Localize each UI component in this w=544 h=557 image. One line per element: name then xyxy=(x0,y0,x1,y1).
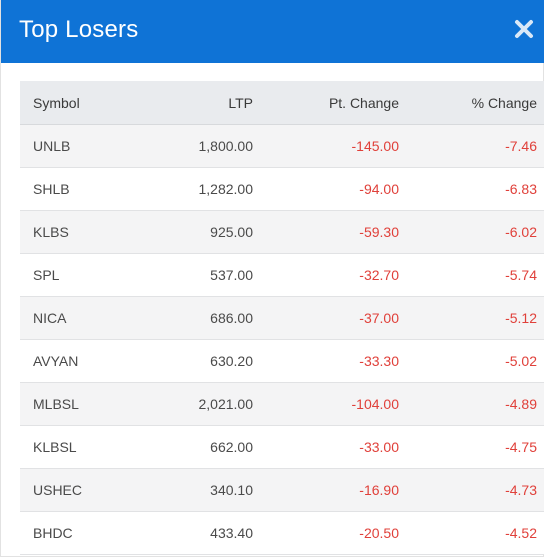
modal-header: Top Losers xyxy=(1,0,544,63)
cell-ltp: 340.10 xyxy=(138,468,253,512)
table-row[interactable]: MLBSL 2,021.00 -104.00 -4.89 xyxy=(20,382,544,426)
cell-symbol: KLBSL xyxy=(20,425,138,469)
cell-ltp: 2,021.00 xyxy=(138,382,253,426)
table-row[interactable]: KLBS 925.00 -59.30 -6.02 xyxy=(20,210,544,254)
cell-symbol: UNLB xyxy=(20,124,138,168)
losers-table-container: Symbol LTP Pt. Change % Change UNLB 1,80… xyxy=(20,81,544,555)
table-row[interactable]: AVYAN 630.20 -33.30 -5.02 xyxy=(20,339,544,383)
column-header-ltp[interactable]: LTP xyxy=(138,81,253,125)
cell-pct-change: -6.02 xyxy=(399,210,544,254)
table-header-row: Symbol LTP Pt. Change % Change xyxy=(20,81,544,125)
cell-pt-change: -37.00 xyxy=(253,296,399,340)
cell-pct-change: -7.46 xyxy=(399,124,544,168)
cell-pct-change: -4.89 xyxy=(399,382,544,426)
table-row[interactable]: NICA 686.00 -37.00 -5.12 xyxy=(20,296,544,340)
table-row[interactable]: KLBSL 662.00 -33.00 -4.75 xyxy=(20,425,544,469)
table-row[interactable]: USHEC 340.10 -16.90 -4.73 xyxy=(20,468,544,512)
cell-symbol: BHDC xyxy=(20,511,138,555)
cell-ltp: 662.00 xyxy=(138,425,253,469)
cell-pct-change: -5.74 xyxy=(399,253,544,297)
cell-pct-change: -4.52 xyxy=(399,511,544,555)
cell-symbol: SPL xyxy=(20,253,138,297)
cell-ltp: 1,800.00 xyxy=(138,124,253,168)
cell-symbol: USHEC xyxy=(20,468,138,512)
cell-ltp: 925.00 xyxy=(138,210,253,254)
cell-symbol: SHLB xyxy=(20,167,138,211)
table-row[interactable]: BHDC 433.40 -20.50 -4.52 xyxy=(20,511,544,555)
cell-pt-change: -16.90 xyxy=(253,468,399,512)
cell-pt-change: -33.00 xyxy=(253,425,399,469)
cell-pct-change: -5.02 xyxy=(399,339,544,383)
table-header: Symbol LTP Pt. Change % Change xyxy=(20,81,544,125)
column-header-symbol[interactable]: Symbol xyxy=(20,81,138,125)
cell-ltp: 433.40 xyxy=(138,511,253,555)
modal-title: Top Losers xyxy=(19,16,139,43)
cell-pct-change: -4.75 xyxy=(399,425,544,469)
column-header-pt-change[interactable]: Pt. Change xyxy=(253,81,399,125)
cell-pct-change: -6.83 xyxy=(399,167,544,211)
cell-symbol: MLBSL xyxy=(20,382,138,426)
close-icon[interactable] xyxy=(513,18,535,40)
table-row[interactable]: SHLB 1,282.00 -94.00 -6.83 xyxy=(20,167,544,211)
table-body: UNLB 1,800.00 -145.00 -7.46 SHLB 1,282.0… xyxy=(20,124,544,555)
table-row[interactable]: SPL 537.00 -32.70 -5.74 xyxy=(20,253,544,297)
column-header-pct-change[interactable]: % Change xyxy=(399,81,544,125)
cell-pt-change: -145.00 xyxy=(253,124,399,168)
cell-pt-change: -20.50 xyxy=(253,511,399,555)
cell-pct-change: -4.73 xyxy=(399,468,544,512)
close-icon-glyph xyxy=(515,20,533,38)
cell-pt-change: -32.70 xyxy=(253,253,399,297)
cell-ltp: 686.00 xyxy=(138,296,253,340)
cell-symbol: NICA xyxy=(20,296,138,340)
cell-symbol: AVYAN xyxy=(20,339,138,383)
cell-pt-change: -33.30 xyxy=(253,339,399,383)
cell-pt-change: -94.00 xyxy=(253,167,399,211)
cell-ltp: 630.20 xyxy=(138,339,253,383)
cell-symbol: KLBS xyxy=(20,210,138,254)
table-row[interactable]: UNLB 1,800.00 -145.00 -7.46 xyxy=(20,124,544,168)
cell-pct-change: -5.12 xyxy=(399,296,544,340)
losers-table: Symbol LTP Pt. Change % Change UNLB 1,80… xyxy=(20,81,544,555)
cell-ltp: 537.00 xyxy=(138,253,253,297)
cell-pt-change: -59.30 xyxy=(253,210,399,254)
cell-pt-change: -104.00 xyxy=(253,382,399,426)
cell-ltp: 1,282.00 xyxy=(138,167,253,211)
